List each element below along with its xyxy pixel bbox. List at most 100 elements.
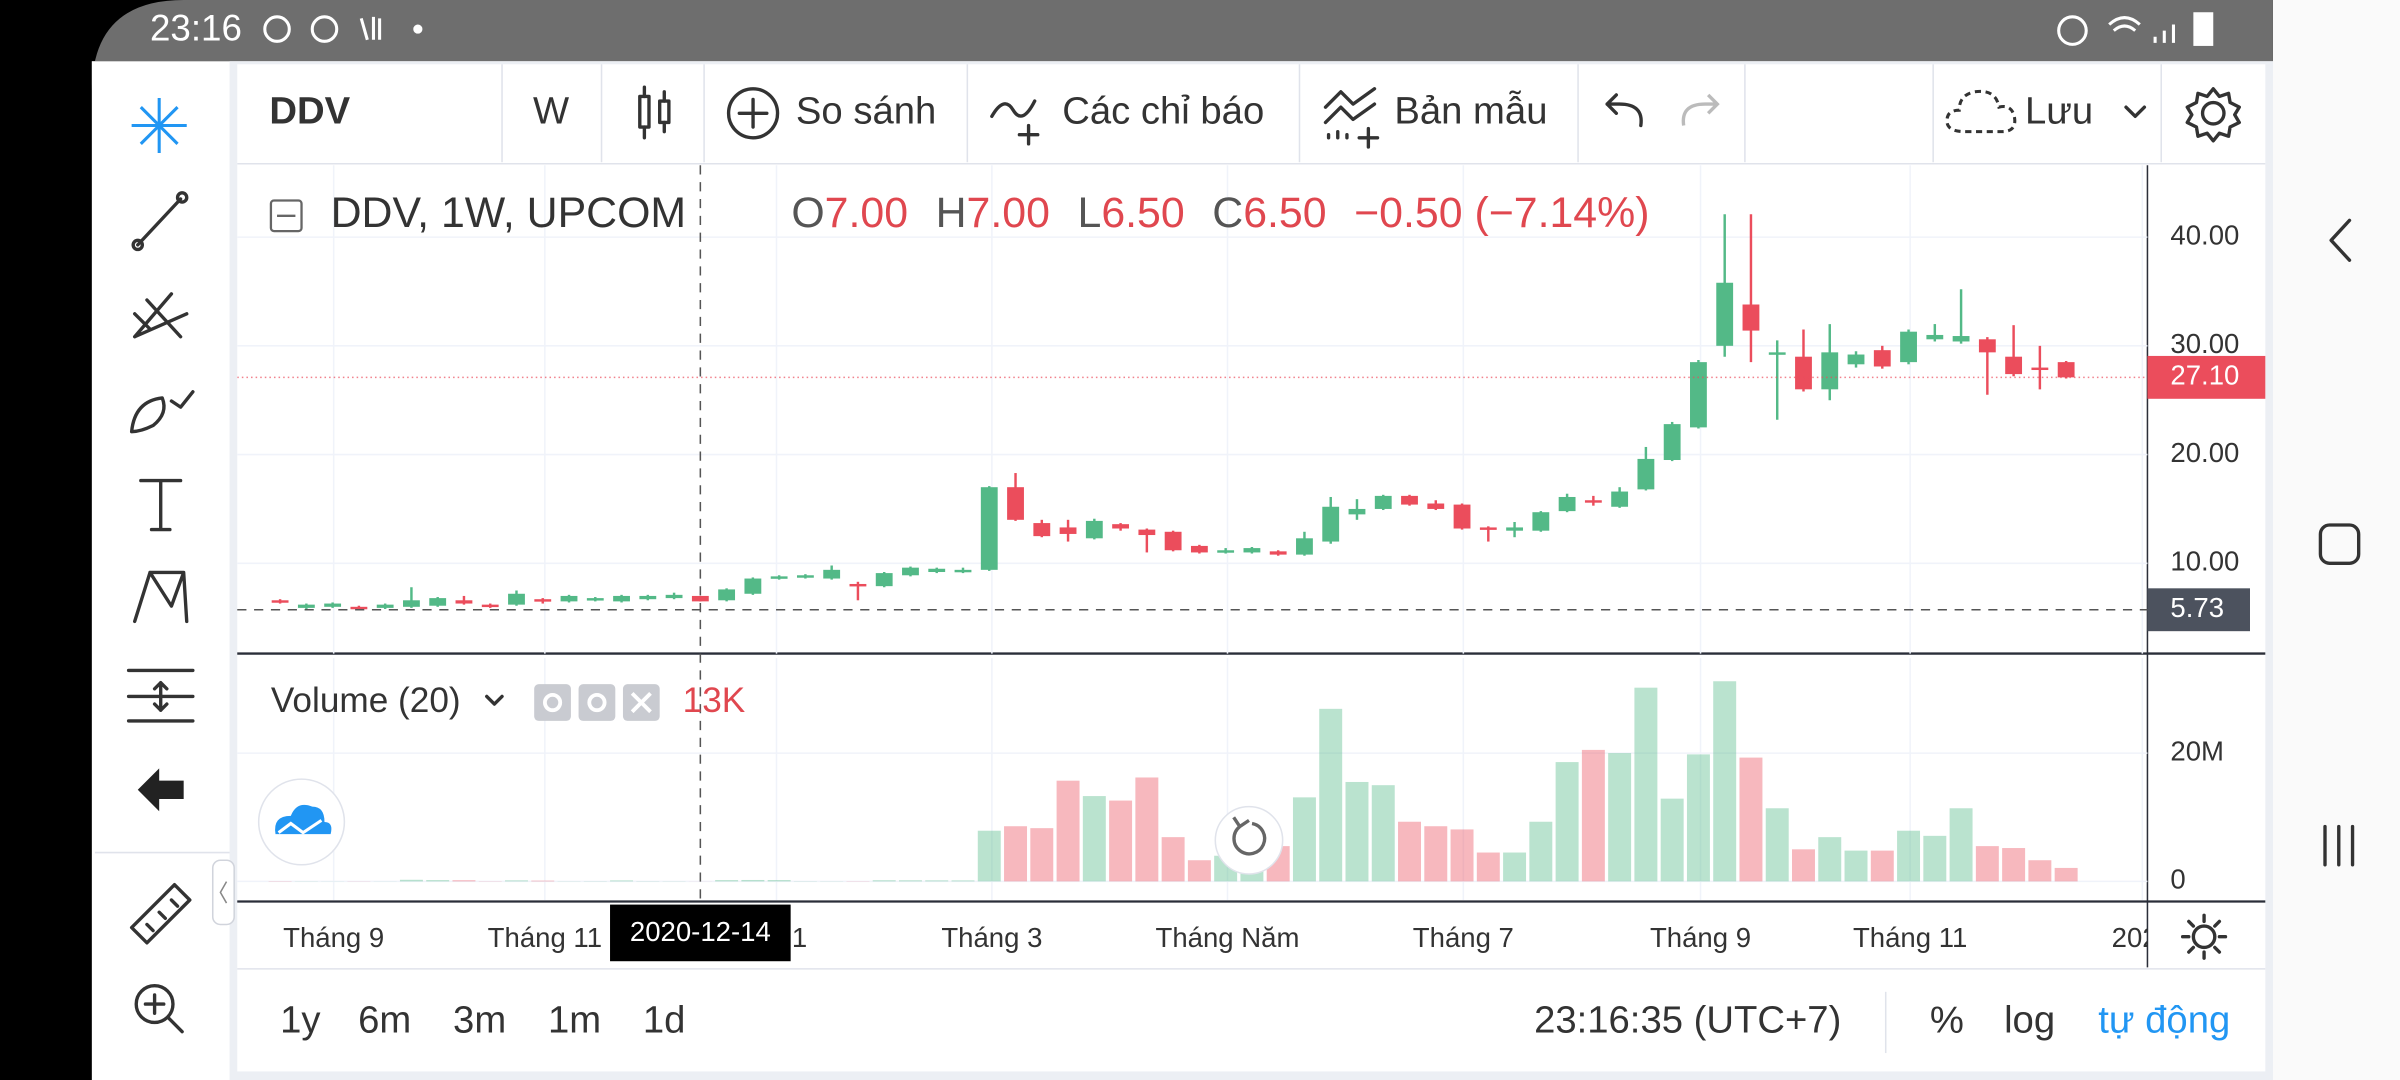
range-button[interactable]: 1y [280,999,321,1042]
candle-body [1479,527,1497,530]
candle-body [639,595,657,600]
settings[interactable] [2185,87,2241,143]
volume-bar [1424,826,1448,882]
candle-body [1821,352,1839,390]
visibility[interactable] [534,684,571,721]
candle-body [455,600,473,604]
volume-bar [715,880,739,882]
candle-body [1952,336,1970,342]
volume-bar [2002,848,2026,882]
volume-bar [1135,777,1159,882]
volume-bar [1109,800,1133,882]
range-button[interactable]: 1d [643,999,686,1042]
legend-value: 7.00 [825,189,908,237]
recents[interactable] [2323,824,2355,867]
auto-scale[interactable]: tự động [2098,999,2230,1042]
range-button[interactable]: 1m [548,999,601,1042]
brush-tool[interactable] [129,390,195,434]
series-title: DDV, 1W, UPCOM [331,189,687,237]
legend-value: 7.00 [967,189,1050,237]
fork-tool[interactable] [133,292,189,339]
range-button[interactable]: 6m [358,999,411,1042]
chart-panel [237,64,2266,1072]
chart-style[interactable] [638,85,671,140]
candle-body [1900,331,1917,363]
range-button[interactable]: 3m [453,999,506,1042]
price-pane [237,214,2148,610]
volume-bar [1660,798,1684,882]
x-tick-label: Tháng 11 [488,922,602,953]
measure-tool[interactable] [126,668,195,723]
legend-value: 6.50 [1243,189,1326,237]
volume-bar [951,880,975,882]
volume-bar [898,880,922,882]
collapse-legend[interactable] [269,199,303,233]
indicators-button[interactable]: Các chỉ báo [1062,89,1264,132]
volume-pane [268,681,2078,882]
back[interactable] [2329,218,2352,262]
candle-body [1138,529,1156,536]
candle-body [954,569,972,573]
y-tick-label: 30.00 [2170,328,2239,359]
volume-bar [1765,808,1789,882]
candle-body [508,593,525,605]
crosshair-date-label: 2020-12-14 [630,916,771,947]
text-tool[interactable] [139,478,183,532]
candle-body [1427,503,1445,509]
volume-bar [1503,852,1527,882]
legend-key: O [791,189,824,237]
y2-tick-label: 20M [2170,735,2224,766]
percent-scale[interactable]: % [1930,999,1964,1042]
x-tick-label: Tháng 11 [1853,922,1967,953]
home[interactable] [2318,523,2361,565]
volume-bar [1555,762,1579,882]
candle-body [1269,551,1287,555]
interval[interactable]: W [533,89,569,132]
zoom-tool[interactable] [134,984,184,1034]
volume-menu[interactable] [485,694,504,706]
compare-button[interactable]: So sánh [796,89,936,132]
collapse-toolbar[interactable] [211,859,235,926]
templates-button[interactable]: Bản mẫu [1394,89,1547,132]
undo[interactable] [1605,93,1643,128]
volume-bar [1030,828,1054,882]
candle-body [796,575,814,578]
volume-bar [1949,808,1973,882]
candle-body [1716,282,1734,346]
crosshair-tool[interactable] [131,97,187,154]
ruler-tool[interactable] [129,883,192,945]
reset-button[interactable] [1214,805,1284,875]
trend-line-tool[interactable] [131,191,189,252]
volume-bar [1634,687,1658,882]
candle-body [1348,508,1366,515]
x-tick-label: Tháng 3 [941,922,1042,953]
symbol[interactable]: DDV [269,89,350,132]
candle-body [1742,304,1760,331]
legend-change: −0.50 (−7.14%) [1354,189,1649,237]
pattern-tool[interactable] [133,570,189,624]
time-axis-settings[interactable] [2180,913,2228,960]
y-tick-label: 10.00 [2170,546,2239,577]
volume-bar [1818,837,1842,882]
volume-settings[interactable] [578,684,616,721]
x-tick-label: Tháng 9 [1650,922,1751,953]
redo[interactable] [1681,93,1720,126]
y-tick-label: 20.00 [2170,437,2239,468]
hide-tool[interactable] [137,768,184,812]
log-scale[interactable]: log [2004,999,2055,1042]
volume-bar [1739,757,1763,882]
save-button[interactable]: Lưu [2025,89,2093,132]
compare-icon [726,87,780,140]
y-tick-label: 40.00 [2170,219,2239,250]
volume-bar [1082,796,1106,882]
volume-bar [2054,867,2078,882]
candle-body [1978,339,1996,353]
candle-body [2005,356,2023,375]
status-icons [263,12,2214,46]
collapse-icon [219,881,228,904]
save-menu[interactable] [2124,105,2147,119]
candle-body [429,598,447,606]
volume-bar [767,880,791,882]
y2-tick-label: 0 [2170,864,2185,895]
